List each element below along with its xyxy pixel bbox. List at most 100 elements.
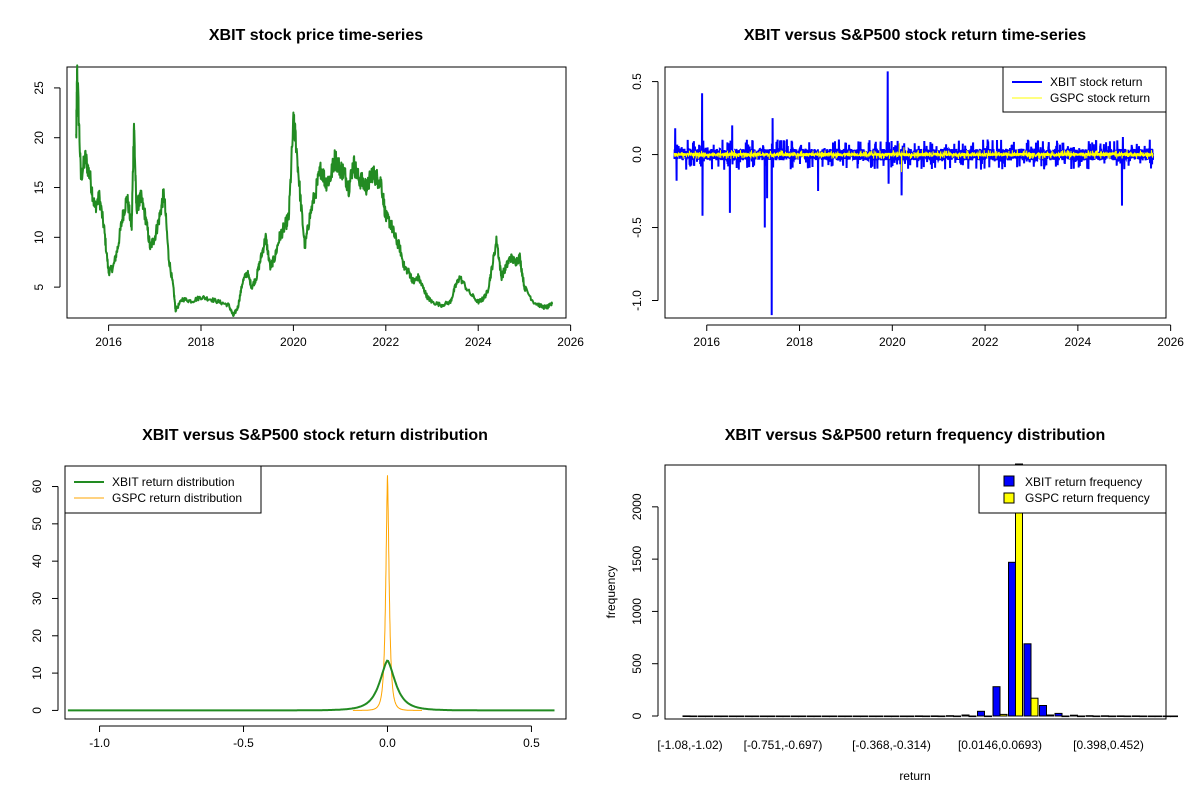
histogram-xlabel: return xyxy=(899,769,930,783)
legend-label-gspc-density: GSPC return distribution xyxy=(112,491,242,505)
gspc-frequency-bar xyxy=(751,715,760,718)
legend-label-xbit-return: XBIT stock return xyxy=(1050,75,1142,89)
xbit-price-line xyxy=(75,64,554,317)
histogram-x-tick-label: [-0.368,-0.314) xyxy=(852,738,931,752)
panel-density-axes: -1.0 -0.5 0.0 0.5 0 10 20 30 40 50 60 xyxy=(30,480,540,750)
panel-histogram-axes: 0 500 1000 1500 2000 [-1.08,-1.02) [-0.751,-0.… xyxy=(630,493,1144,752)
density-x-tick-label: 0.0 xyxy=(379,736,396,750)
panel-density: XBIT versus S&P500 stock return distribu… xyxy=(30,427,567,750)
gspc-frequency-bar xyxy=(953,715,961,718)
legend-label-xbit-density: XBIT return distribution xyxy=(112,475,235,489)
panel-return-timeseries: XBIT versus S&P500 stock return time-ser… xyxy=(630,27,1184,349)
gspc-frequency-bar xyxy=(705,715,713,718)
gspc-frequency-bar xyxy=(1154,715,1163,718)
panel-histogram: XBIT versus S&P500 return frequency dist… xyxy=(604,427,1178,783)
price-x-tick-label: 2016 xyxy=(95,335,122,349)
gspc-frequency-bar xyxy=(1030,697,1039,717)
xbit-frequency-bar xyxy=(884,715,892,718)
price-y-tick-label: 10 xyxy=(32,230,46,244)
xbit-frequency-bar xyxy=(992,686,1001,717)
legend-box xyxy=(1002,66,1167,113)
legend-label-xbit-frequency: XBIT return frequency xyxy=(1025,475,1142,489)
gspc-frequency-bar xyxy=(720,715,729,718)
gspc-frequency-bar xyxy=(736,715,744,718)
price-x-tick-label: 2018 xyxy=(188,335,215,349)
gspc-frequency-bar xyxy=(813,715,822,718)
histogram-y-tick-label: 0 xyxy=(630,712,644,719)
xbit-frequency-bar xyxy=(1039,705,1047,717)
panel-price-timeseries: XBIT stock price time-series 2016 2018 202… xyxy=(32,27,584,349)
histogram-x-tick-label: [-0.751,-0.697) xyxy=(744,738,823,752)
histogram-y-tick-label: 1500 xyxy=(630,545,644,572)
gspc-frequency-bar xyxy=(922,715,930,718)
xbit-frequency-bar xyxy=(1054,712,1063,717)
histogram-x-tick-label: [-1.08,-1.02) xyxy=(657,738,722,752)
density-y-tick-label: 50 xyxy=(30,517,44,531)
gspc-frequency-bar xyxy=(1061,715,1070,718)
xbit-frequency-bar xyxy=(760,715,768,718)
return-x-tick-label: 2022 xyxy=(972,335,999,349)
price-x-tick-label: 2026 xyxy=(557,335,584,349)
histogram-ylabel: frequency xyxy=(604,566,618,619)
histogram-y-tick-label: 500 xyxy=(630,653,644,673)
return-x-tick-label: 2020 xyxy=(879,335,906,349)
gspc-frequency-bar xyxy=(860,715,868,718)
return-y-tick-label: -0.5 xyxy=(630,217,644,238)
xbit-frequency-bar xyxy=(1101,715,1109,717)
panel-return-data xyxy=(673,71,1154,316)
gspc-frequency-bar xyxy=(1092,715,1101,718)
panel-price-axes: 2016 2018 2020 2022 2024 2026 5 10 15 20 25 xyxy=(32,81,584,349)
xbit-frequency-bar xyxy=(729,715,737,718)
xbit-frequency-bar xyxy=(868,715,877,718)
gspc-frequency-bar xyxy=(1015,463,1023,717)
xbit-frequency-bar xyxy=(961,714,970,717)
gspc-frequency-bar xyxy=(844,715,853,718)
panel-density-box xyxy=(64,465,567,720)
panel-return-legend: XBIT stock return GSPC stock return xyxy=(1002,66,1167,113)
histogram-y-tick-label: 1000 xyxy=(630,598,644,625)
return-x-tick-label: 2018 xyxy=(786,335,813,349)
gspc-frequency-bar xyxy=(798,715,806,718)
gspc-frequency-bar xyxy=(875,715,884,718)
legend-label-gspc-frequency: GSPC return frequency xyxy=(1025,491,1150,505)
gspc-frequency-bar xyxy=(1123,715,1132,718)
gspc-frequency-bar xyxy=(1108,715,1116,718)
xbit-frequency-bar xyxy=(1070,714,1078,717)
density-y-tick-label: 40 xyxy=(30,554,44,568)
xbit-frequency-bar xyxy=(744,715,753,718)
price-x-tick-label: 2022 xyxy=(372,335,399,349)
price-y-tick-label: 20 xyxy=(32,131,46,145)
xbit-frequency-bar xyxy=(853,715,861,718)
xbit-frequency-bar xyxy=(713,715,722,718)
xbit-frequency-bar xyxy=(682,715,691,718)
xbit-frequency-bar xyxy=(1132,715,1140,718)
panel-price-box xyxy=(66,66,567,319)
gspc-frequency-bar xyxy=(782,715,791,718)
xbit-frequency-bar xyxy=(1023,643,1032,717)
xbit-frequency-bar xyxy=(946,715,954,717)
gspc-frequency-bar xyxy=(829,715,837,718)
panel-histogram-title: XBIT versus S&P500 return frequency dist… xyxy=(725,427,1106,444)
xbit-frequency-bar xyxy=(899,715,908,718)
xbit-frequency-bar xyxy=(822,715,830,718)
xbit-density-curve xyxy=(67,659,555,712)
xbit-frequency-bar xyxy=(837,715,846,718)
price-y-tick-label: 5 xyxy=(32,283,46,290)
gspc-frequency-bar xyxy=(1139,715,1147,718)
xbit-frequency-bar xyxy=(1085,715,1094,717)
density-x-tick-label: -1.0 xyxy=(89,736,110,750)
xbit-frequency-bar xyxy=(1116,715,1125,718)
panel-histogram-legend: XBIT return frequency GSPC return freque… xyxy=(978,464,1167,514)
gspc-frequency-bar xyxy=(1046,714,1054,717)
xbit-frequency-bar xyxy=(698,715,706,718)
gspc-frequency-bar xyxy=(1077,715,1085,718)
histogram-x-tick-label: [0.398,0.452) xyxy=(1073,738,1144,752)
gspc-frequency-bar xyxy=(891,715,899,718)
panel-return-title: XBIT versus S&P500 stock return time-ser… xyxy=(744,27,1086,44)
panel-return-axes: 2016 2018 2020 2022 2024 2026 0.5 0.0 -0.5 -1.0 xyxy=(630,73,1184,349)
panel-return-box xyxy=(664,66,1167,319)
panel-price-data xyxy=(75,64,554,317)
price-x-tick-label: 2024 xyxy=(465,335,492,349)
return-y-tick-label: 0.5 xyxy=(630,73,644,90)
